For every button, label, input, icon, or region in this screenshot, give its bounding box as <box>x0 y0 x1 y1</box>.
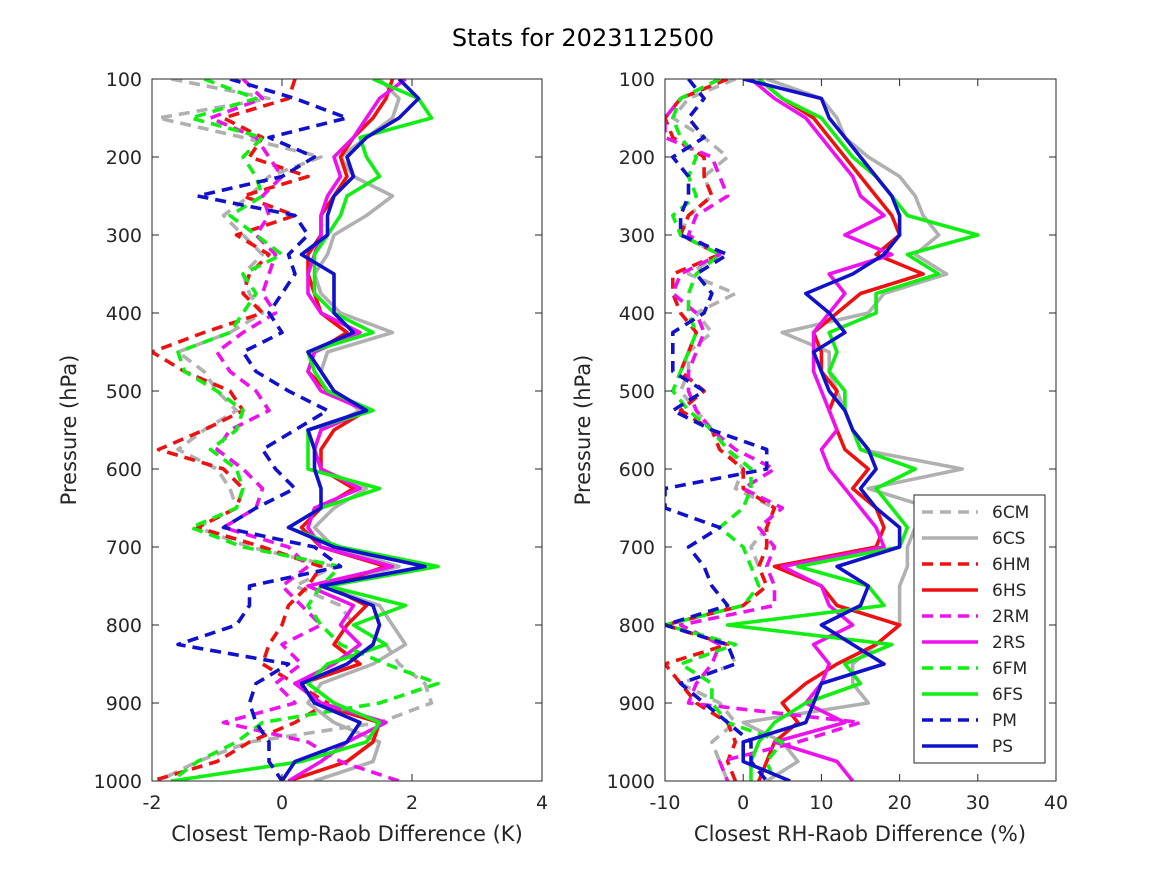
rh-y-axis-label: Pressure (hPa) <box>571 355 595 506</box>
temperature-difference-chart: -2 0 2 4 100 200 300 400 500 600 700 800 900 1000 Clo… <box>57 69 548 846</box>
legend-label-2rs: 2RS <box>992 633 1025 653</box>
rh-series-6cm <box>665 79 777 781</box>
temperature-y-tick-label: 500 <box>106 381 142 403</box>
temperature-y-axis-label: Pressure (hPa) <box>57 355 81 506</box>
temperature-series-2rs <box>287 79 407 781</box>
temperature-y-tick-label: 900 <box>106 693 142 715</box>
temperature-x-tick-label: 4 <box>536 792 548 814</box>
rh-series-2rm <box>665 79 863 781</box>
rh-y-tick-label: 1000 <box>607 771 655 793</box>
temperature-x-tick-label: 0 <box>276 792 288 814</box>
temperature-x-tick-label: -2 <box>143 792 162 814</box>
legend-label-6cs: 6CS <box>992 529 1025 549</box>
legend-label-6cm: 6CM <box>992 503 1029 523</box>
rh-series-6hm <box>665 79 777 781</box>
legend-label-6hs: 6HS <box>992 581 1026 601</box>
temperature-series-2rm <box>208 79 400 781</box>
rh-series-ps <box>741 79 902 781</box>
legend-label-ps: PS <box>992 737 1013 757</box>
temperature-x-axis-label: Closest Temp-Raob Difference (K) <box>171 822 523 846</box>
legend-items: 6CM 6CS 6HM 6HS 2RM 2RS 6FM 6FS PM PS <box>922 503 1030 757</box>
temperature-axis-ticks: -2 0 2 4 100 200 300 400 500 600 700 800 900 1000 <box>94 69 548 814</box>
temperature-y-tick-label: 1000 <box>94 771 142 793</box>
rh-y-tick-label: 300 <box>619 225 655 247</box>
rh-y-tick-label: 500 <box>619 381 655 403</box>
rh-x-tick-label: 20 <box>888 792 912 814</box>
rh-y-tick-label: 100 <box>619 69 655 91</box>
rh-x-tick-label: 0 <box>737 792 749 814</box>
temperature-x-tick-label: 2 <box>406 792 418 814</box>
rh-x-tick-label: 40 <box>1044 792 1068 814</box>
rh-y-tick-label: 400 <box>619 303 655 325</box>
rh-x-tick-label: 30 <box>966 792 990 814</box>
temperature-series-6fm <box>170 79 440 781</box>
rh-y-tick-label: 800 <box>619 615 655 637</box>
legend-label-6fs: 6FS <box>992 685 1023 705</box>
figure-title: Stats for 2023112500 <box>452 24 714 52</box>
temperature-y-tick-label: 700 <box>106 537 142 559</box>
temperature-series-pm <box>176 79 349 781</box>
rh-y-tick-label: 900 <box>619 693 655 715</box>
rh-axis-ticks: -10 0 10 20 30 40 100 200 300 400 500 600 700 800 900 1… <box>607 69 1068 814</box>
rh-series-pm <box>665 79 769 781</box>
temperature-series-6cm <box>156 79 434 781</box>
temperature-y-tick-label: 600 <box>106 459 142 481</box>
rh-x-tick-label: 10 <box>809 792 833 814</box>
temperature-y-tick-label: 800 <box>106 615 142 637</box>
legend-label-6hm: 6HM <box>992 555 1030 575</box>
rh-series-2rs <box>749 79 894 781</box>
rh-y-tick-label: 700 <box>619 537 655 559</box>
rh-series-group <box>665 79 980 781</box>
legend-label-6fm: 6FM <box>992 659 1027 679</box>
temperature-series-6hm <box>152 79 330 781</box>
temperature-y-tick-label: 100 <box>106 69 142 91</box>
temperature-series-ps <box>280 79 427 781</box>
temperature-y-tick-label: 300 <box>106 225 142 247</box>
legend: 6CM 6CS 6HM 6HS 2RM 2RS 6FM 6FS PM PS <box>913 494 1046 764</box>
rh-difference-chart: -10 0 10 20 30 40 100 200 300 400 500 600 700 800 900 1… <box>571 69 1068 846</box>
rh-plot-frame <box>664 78 1057 782</box>
rh-y-tick-label: 200 <box>619 147 655 169</box>
temperature-plot-frame <box>151 78 543 782</box>
temperature-y-tick-label: 200 <box>106 147 142 169</box>
rh-x-axis-label: Closest RH-Raob Difference (%) <box>694 822 1026 846</box>
legend-label-2rm: 2RM <box>992 607 1029 627</box>
legend-label-pm: PM <box>992 711 1017 731</box>
rh-y-tick-label: 600 <box>619 459 655 481</box>
rh-x-tick-label: -10 <box>649 792 680 814</box>
temperature-series-group <box>152 79 440 781</box>
temperature-series-6fs <box>171 79 440 781</box>
temperature-y-tick-label: 400 <box>106 303 142 325</box>
